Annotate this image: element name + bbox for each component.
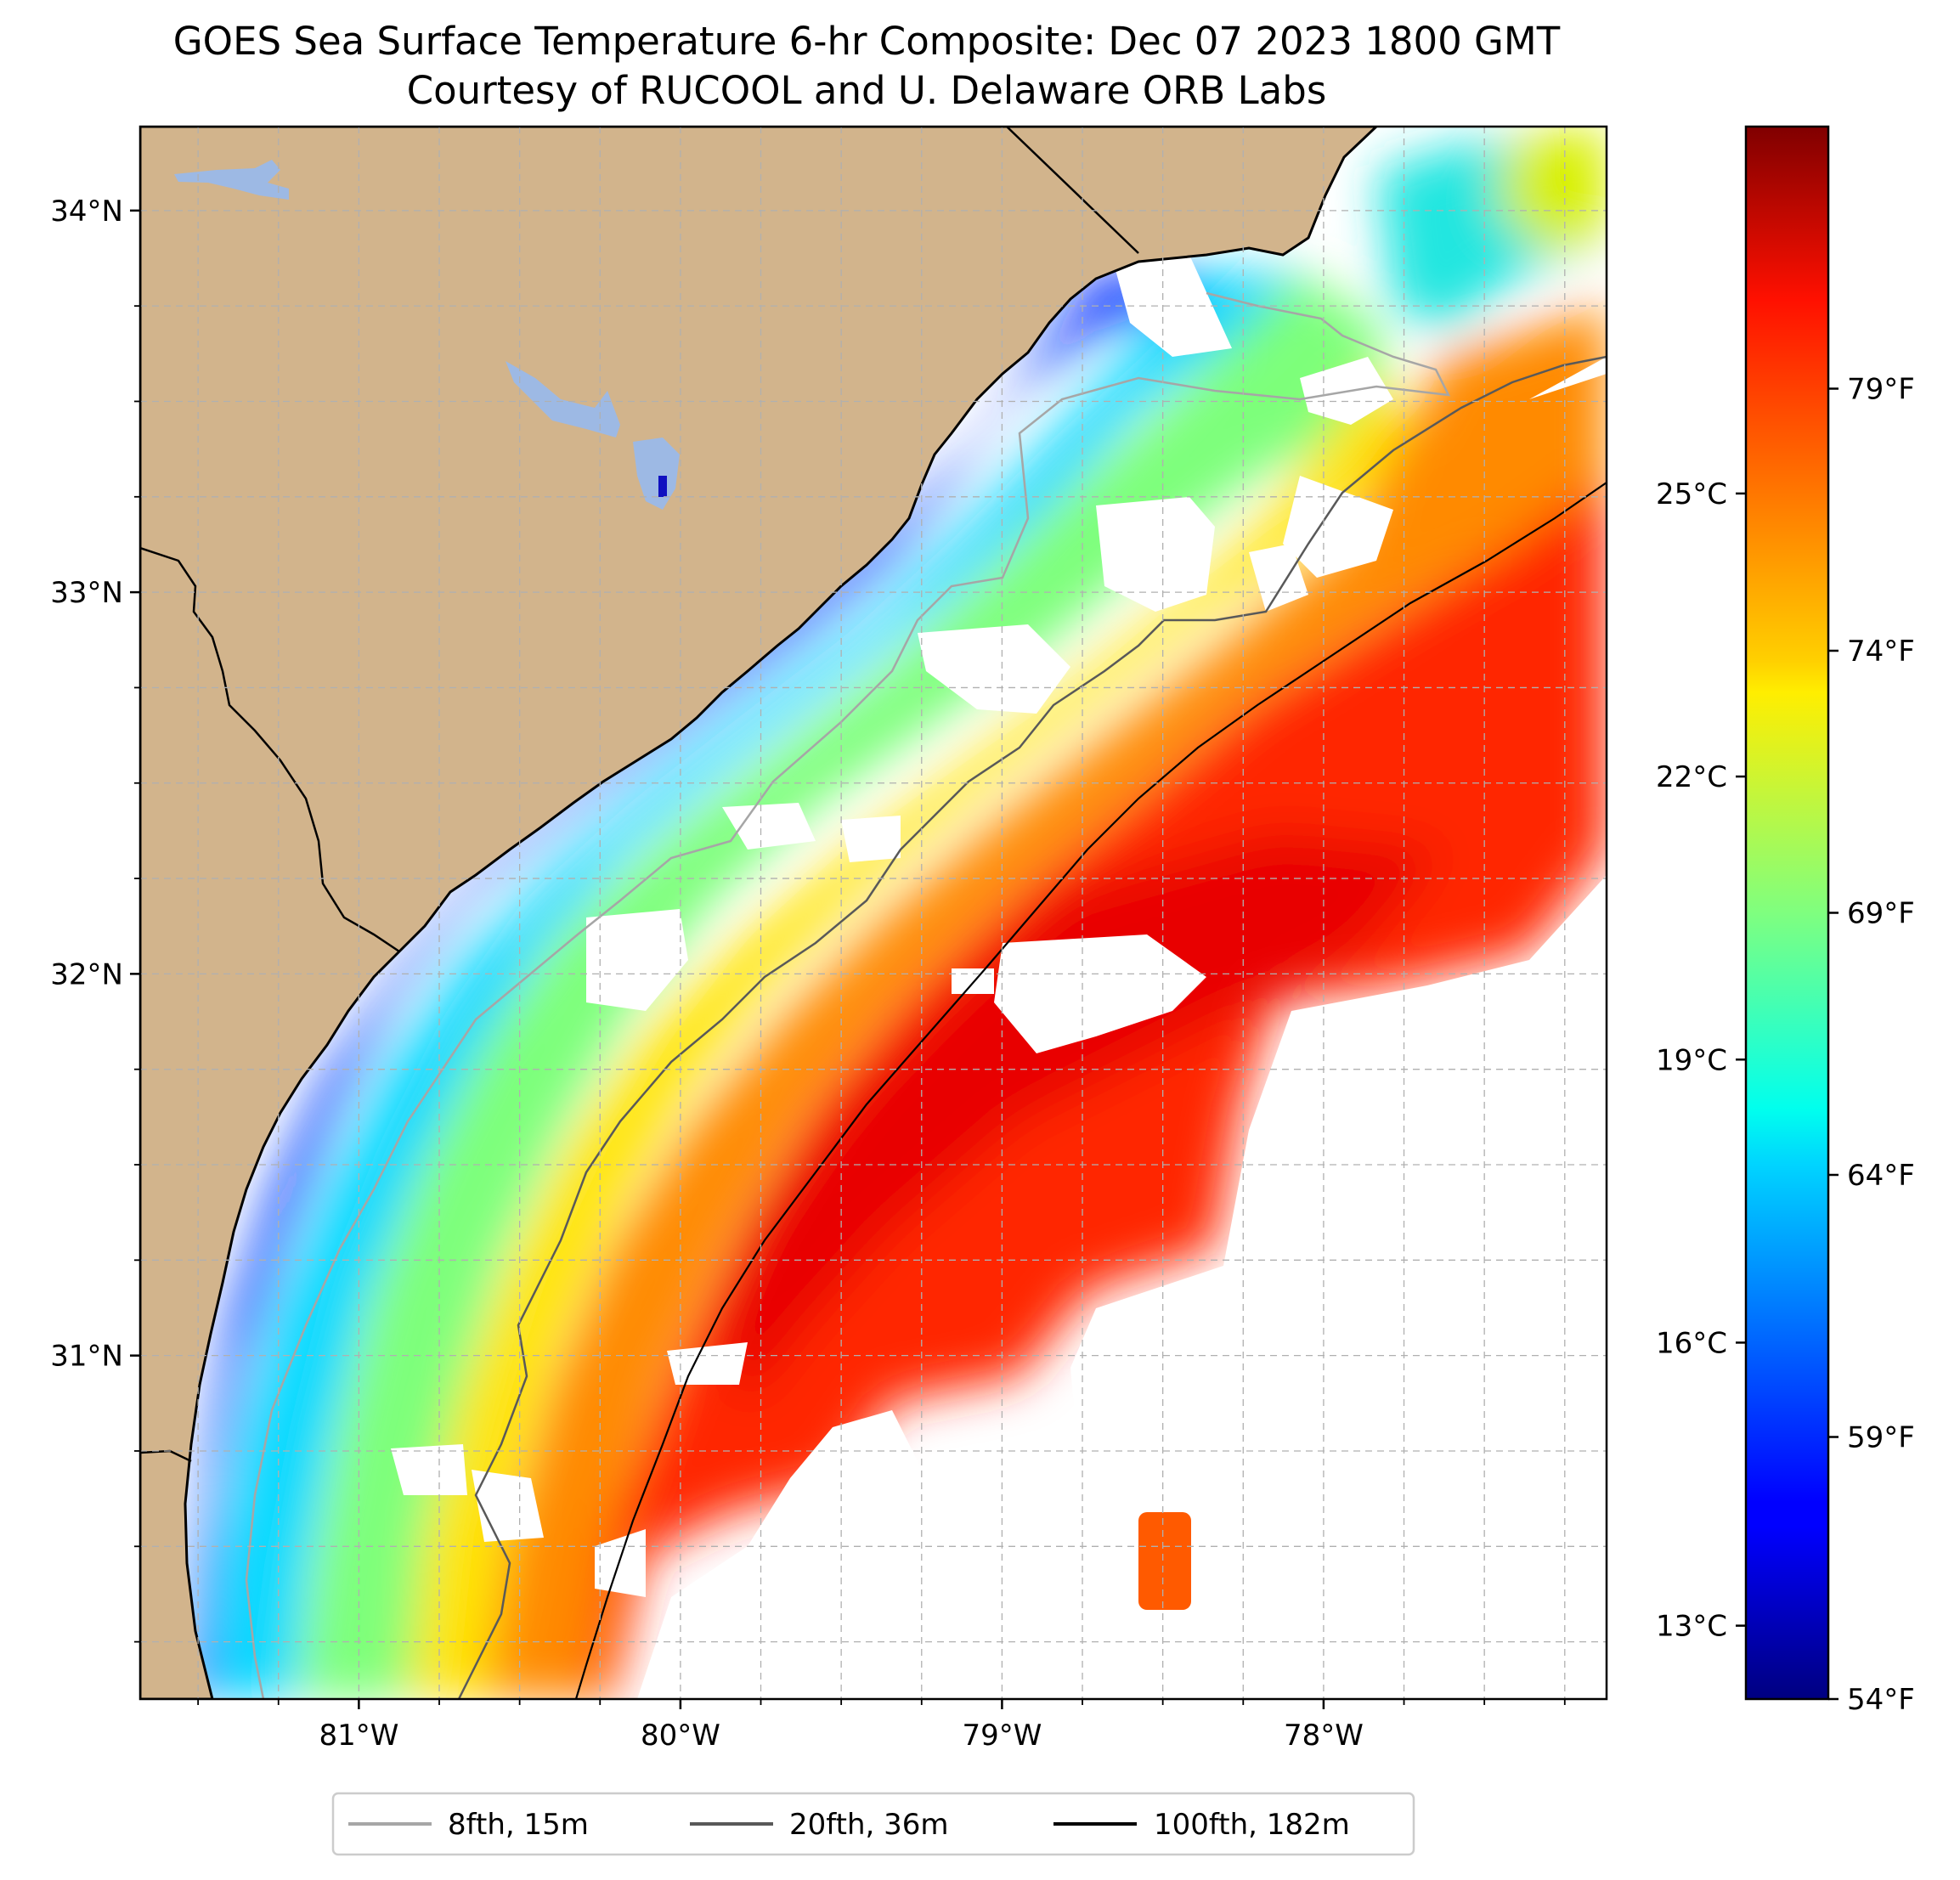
colorbar-c-label: 19°C	[1656, 1043, 1727, 1077]
svg-text:31°N: 31°N	[50, 1340, 123, 1374]
colorbar-f-label: 64°F	[1847, 1159, 1915, 1193]
lat-tick-label: 32°N	[50, 957, 123, 991]
state-border-nc-sc	[1006, 127, 1139, 254]
sst-band-deep-red	[714, 833, 1444, 1402]
sst-band-green	[297, 272, 1393, 1699]
cloud-gaps	[391, 229, 1607, 1597]
svg-text:54°F: 54°F	[1847, 1683, 1915, 1717]
colorbar-f-label: 69°F	[1847, 897, 1915, 931]
colorbar: 54°F 59°F 64°F 69°F 74°F 79°F 13°C 16°C …	[1656, 125, 1915, 1717]
isobath-8fth	[245, 291, 1451, 1699]
svg-text:78°W: 78°W	[1284, 1719, 1364, 1753]
svg-text:79°W: 79°W	[962, 1719, 1042, 1753]
lat-axis: 34°N 33°N 32°N 31°N	[50, 195, 123, 1374]
lake-reservoir-dark	[658, 476, 667, 497]
colorbar-f-label: 74°F	[1847, 635, 1915, 669]
lat-tick-label: 33°N	[50, 576, 123, 610]
colorbar-c-label: 25°C	[1656, 477, 1727, 511]
lon-tick-label: 80°W	[641, 1719, 720, 1753]
svg-text:74°F: 74°F	[1847, 635, 1915, 669]
colorbar-gradient	[1744, 125, 1830, 1701]
svg-text:25°C: 25°C	[1656, 477, 1727, 511]
svg-text:64°F: 64°F	[1847, 1159, 1915, 1193]
colorbar-f-label: 59°F	[1847, 1421, 1915, 1455]
svg-text:81°W: 81°W	[319, 1719, 398, 1753]
title-line-1: GOES Sea Surface Temperature 6-hr Compos…	[173, 19, 1561, 64]
lakes	[174, 160, 680, 510]
svg-text:32°N: 32°N	[50, 957, 123, 991]
colorbar-f-label: 54°F	[1847, 1683, 1915, 1717]
svg-text:69°F: 69°F	[1847, 897, 1915, 931]
svg-text:19°C: 19°C	[1656, 1043, 1727, 1077]
colorbar-c-label: 16°C	[1656, 1326, 1727, 1360]
map-ticks	[130, 209, 1566, 1709]
sst-blob-south	[1138, 1512, 1191, 1610]
lat-tick-label: 31°N	[50, 1340, 123, 1374]
lat-tick-label: 34°N	[50, 195, 123, 229]
colorbar-f-label: 79°F	[1847, 373, 1915, 407]
svg-text:79°F: 79°F	[1847, 373, 1915, 407]
land-southeast-us	[140, 127, 1379, 1699]
title-line-2: Courtesy of RUCOOL and U. Delaware ORB L…	[407, 68, 1327, 113]
lon-axis: 81°W 80°W 79°W 78°W	[319, 1719, 1363, 1753]
colorbar-c-label: 13°C	[1656, 1610, 1727, 1644]
lon-tick-label: 79°W	[962, 1719, 1042, 1753]
legend-box	[331, 1792, 1415, 1856]
lon-tick-label: 78°W	[1284, 1719, 1364, 1753]
svg-text:13°C: 13°C	[1656, 1610, 1727, 1644]
svg-text:80°W: 80°W	[641, 1719, 720, 1753]
legend-label-8fth: 8fth, 15m	[448, 1808, 589, 1842]
svg-text:16°C: 16°C	[1656, 1326, 1727, 1360]
lon-tick-label: 81°W	[319, 1719, 398, 1753]
legend-label-20fth: 20fth, 36m	[789, 1808, 949, 1842]
svg-text:34°N: 34°N	[50, 195, 123, 229]
sst-band-ne-yellow	[1495, 127, 1607, 255]
state-border-sc-ga	[140, 546, 400, 953]
colorbar-c-label: 22°C	[1656, 760, 1727, 794]
sst-band-blue	[187, 272, 1206, 1699]
sst-map	[140, 127, 1607, 1699]
gridlines	[140, 127, 1607, 1699]
isobath-legend: 8fth, 15m 20fth, 36m 100fth, 182m	[331, 1792, 1415, 1856]
colorbar-ticks	[1736, 387, 1839, 1701]
no-data-east	[637, 875, 1607, 1699]
isobath-20fth	[457, 355, 1607, 1699]
svg-text:59°F: 59°F	[1847, 1421, 1915, 1455]
svg-text:33°N: 33°N	[50, 576, 123, 610]
svg-text:22°C: 22°C	[1656, 760, 1727, 794]
map-frame	[138, 125, 1608, 1701]
legend-label-100fth: 100fth, 182m	[1154, 1808, 1350, 1842]
isobath-100fth	[574, 482, 1607, 1699]
